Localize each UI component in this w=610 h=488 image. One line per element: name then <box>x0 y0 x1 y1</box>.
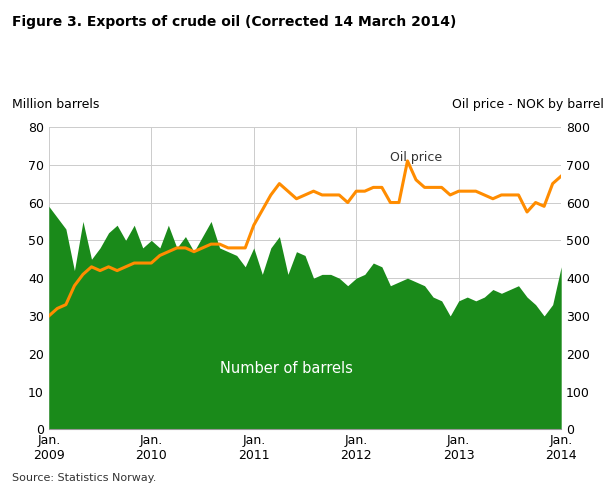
Text: Figure 3. Exports of crude oil (Corrected 14 March 2014): Figure 3. Exports of crude oil (Correcte… <box>12 15 456 29</box>
Text: Oil price - NOK by barrel: Oil price - NOK by barrel <box>452 98 604 111</box>
Text: Million barrels: Million barrels <box>12 98 99 111</box>
Text: Source: Statistics Norway.: Source: Statistics Norway. <box>12 473 157 483</box>
Text: Number of barrels: Number of barrels <box>220 362 353 376</box>
Text: Oil price: Oil price <box>390 151 442 163</box>
